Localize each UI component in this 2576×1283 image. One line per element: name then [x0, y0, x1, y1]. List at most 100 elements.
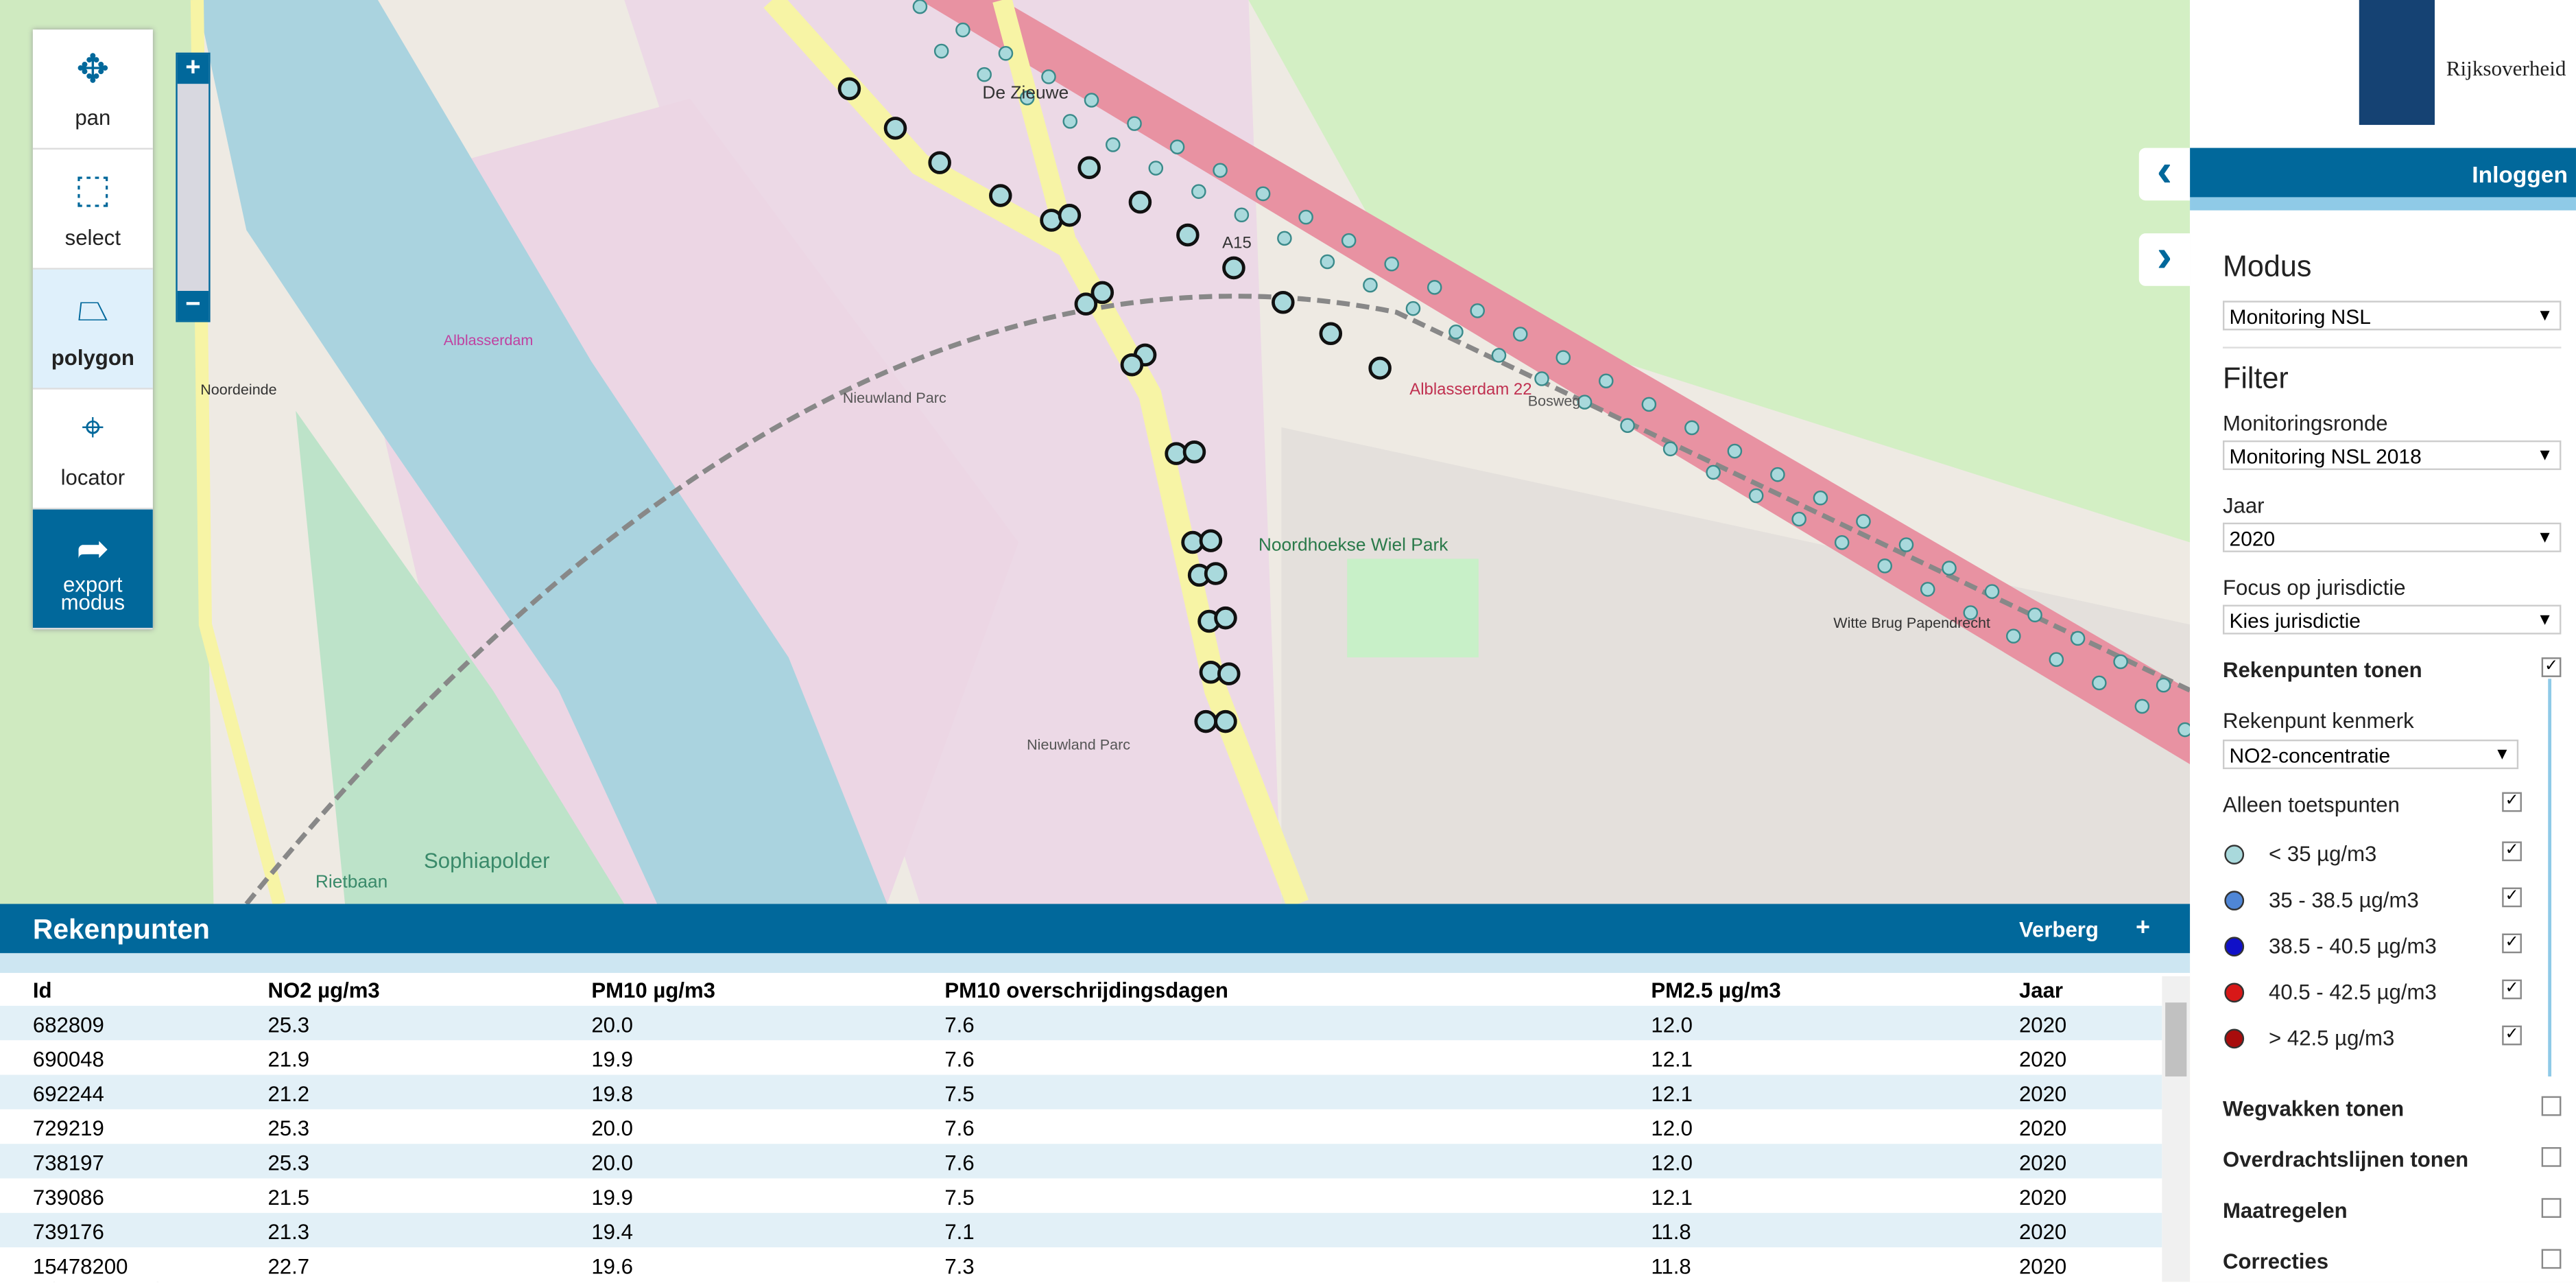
map-point[interactable] — [2156, 677, 2171, 693]
map-point[interactable] — [1898, 537, 1914, 552]
map-point[interactable] — [1234, 207, 1250, 223]
table-row[interactable] — [0, 1005, 2162, 1041]
map-point[interactable] — [1770, 467, 1785, 482]
map-point[interactable] — [1176, 223, 1200, 247]
map-point[interactable] — [1405, 301, 1421, 316]
map-point[interactable] — [1127, 116, 1142, 131]
zoom-slider[interactable]: + − — [176, 52, 211, 322]
checkbox[interactable]: ✓ — [2502, 841, 2522, 862]
map-point[interactable] — [1217, 662, 1241, 685]
map-point[interactable] — [1106, 137, 1121, 152]
map-point[interactable] — [1877, 558, 1892, 574]
map-point[interactable] — [1599, 373, 1614, 389]
dropdown[interactable]: Monitoring NSL 2018 ▼ — [2222, 440, 2562, 471]
checkbox[interactable]: ✓ — [2541, 657, 2562, 677]
map-point[interactable] — [1148, 161, 1164, 176]
map-point[interactable] — [1662, 441, 1678, 457]
map-point[interactable] — [1684, 420, 1700, 436]
table-row[interactable] — [0, 1074, 2162, 1109]
map-point[interactable] — [955, 22, 970, 38]
map-point[interactable] — [1963, 605, 1979, 620]
map-point[interactable] — [1191, 184, 1206, 199]
tool-button[interactable]: ➦ export modus — [32, 509, 153, 630]
map-point[interactable] — [1470, 303, 1486, 318]
map-point[interactable] — [1834, 534, 1850, 550]
checkbox[interactable] — [2541, 1249, 2562, 1269]
checkbox[interactable]: ✓ — [2502, 887, 2522, 908]
checkbox[interactable]: ✓ — [2502, 933, 2522, 954]
map-point[interactable] — [1169, 139, 1185, 154]
map-point[interactable] — [1363, 277, 1378, 293]
zoom-out[interactable]: − — [177, 290, 209, 321]
map-point[interactable] — [1298, 209, 1313, 225]
map-point[interactable] — [1120, 353, 1144, 377]
map-point[interactable] — [1555, 350, 1571, 365]
map-point[interactable] — [883, 117, 907, 140]
map-point[interactable] — [912, 0, 928, 14]
map-point[interactable] — [1620, 418, 1635, 433]
panel-toggle[interactable]: › — [2138, 233, 2191, 286]
map-point[interactable] — [1074, 292, 1098, 316]
map-point[interactable] — [1062, 114, 1078, 129]
map-point[interactable] — [2178, 722, 2191, 738]
table-row[interactable] — [0, 1040, 2162, 1075]
map-point[interactable] — [928, 151, 951, 174]
map-point[interactable] — [1319, 322, 1343, 346]
map-point[interactable] — [1727, 443, 1743, 459]
map-point[interactable] — [1084, 93, 1099, 108]
panel-toggle[interactable]: ‹ — [2138, 147, 2191, 201]
dropdown[interactable]: NO2-concentratie ▼ — [2222, 739, 2519, 770]
dropdown[interactable]: 2020 ▼ — [2222, 522, 2562, 552]
map-point[interactable] — [998, 46, 1014, 61]
map-point[interactable] — [2049, 652, 2064, 668]
map-point[interactable] — [1214, 709, 1237, 733]
map-point[interactable] — [1277, 231, 1292, 246]
map-point[interactable] — [1019, 90, 1035, 106]
map-point[interactable] — [989, 184, 1012, 207]
map-point[interactable] — [2070, 631, 2086, 646]
map-point[interactable] — [1448, 325, 1464, 340]
tool-button[interactable]: ✥ pan — [32, 30, 153, 150]
map-point[interactable] — [977, 67, 992, 82]
map-point[interactable] — [2113, 654, 2128, 670]
map-point[interactable] — [1534, 371, 1549, 386]
checkbox[interactable] — [2541, 1096, 2562, 1116]
map-point[interactable] — [1368, 356, 1392, 380]
checkbox[interactable]: ✓ — [2502, 792, 2522, 812]
tool-button[interactable]: ⏢ polygon — [32, 269, 153, 390]
map-point[interactable] — [1641, 397, 1657, 412]
map-point[interactable] — [1491, 348, 1507, 363]
map-point[interactable] — [1791, 511, 1806, 527]
map-point[interactable] — [1920, 582, 1935, 597]
map-point[interactable] — [1204, 562, 1228, 585]
dropdown[interactable]: Kies jurisdictie ▼ — [2222, 604, 2562, 635]
map-point[interactable] — [1194, 709, 1217, 733]
tool-button[interactable]: ⌖ locator — [32, 389, 153, 510]
map-point[interactable] — [1856, 514, 1871, 529]
map-point[interactable] — [2027, 607, 2042, 623]
map-point[interactable] — [1128, 190, 1152, 214]
login[interactable]: Inloggen — [2472, 161, 2568, 188]
map-point[interactable] — [837, 77, 861, 101]
map-point[interactable] — [1813, 490, 1828, 506]
map[interactable]: De Zieuwe A15 Alblasserdam 22 Noordhoekse W… — [0, 0, 2191, 904]
map-point[interactable] — [1041, 69, 1056, 84]
checkbox[interactable]: ✓ — [2502, 979, 2522, 1000]
map-point[interactable] — [1077, 156, 1101, 180]
map-point[interactable] — [1512, 327, 1528, 342]
map-point[interactable] — [1213, 163, 1228, 178]
expand-button[interactable]: + — [2136, 913, 2151, 942]
map-point[interactable] — [1214, 606, 1237, 630]
table-row[interactable] — [0, 1212, 2162, 1248]
dropdown[interactable]: Monitoring NSL ▼ — [2222, 301, 2562, 331]
map-point[interactable] — [1090, 281, 1114, 305]
table-row[interactable] — [0, 1178, 2162, 1213]
map-point[interactable] — [1272, 290, 1295, 314]
map-point[interactable] — [1748, 488, 1764, 504]
map-point[interactable] — [1058, 204, 1082, 227]
map-point[interactable] — [2006, 628, 2021, 644]
checkbox[interactable]: ✓ — [2502, 1025, 2522, 1046]
scroll-thumb[interactable] — [2165, 1002, 2187, 1076]
table-row[interactable] — [0, 1109, 2162, 1144]
map-point[interactable] — [1942, 561, 1957, 576]
